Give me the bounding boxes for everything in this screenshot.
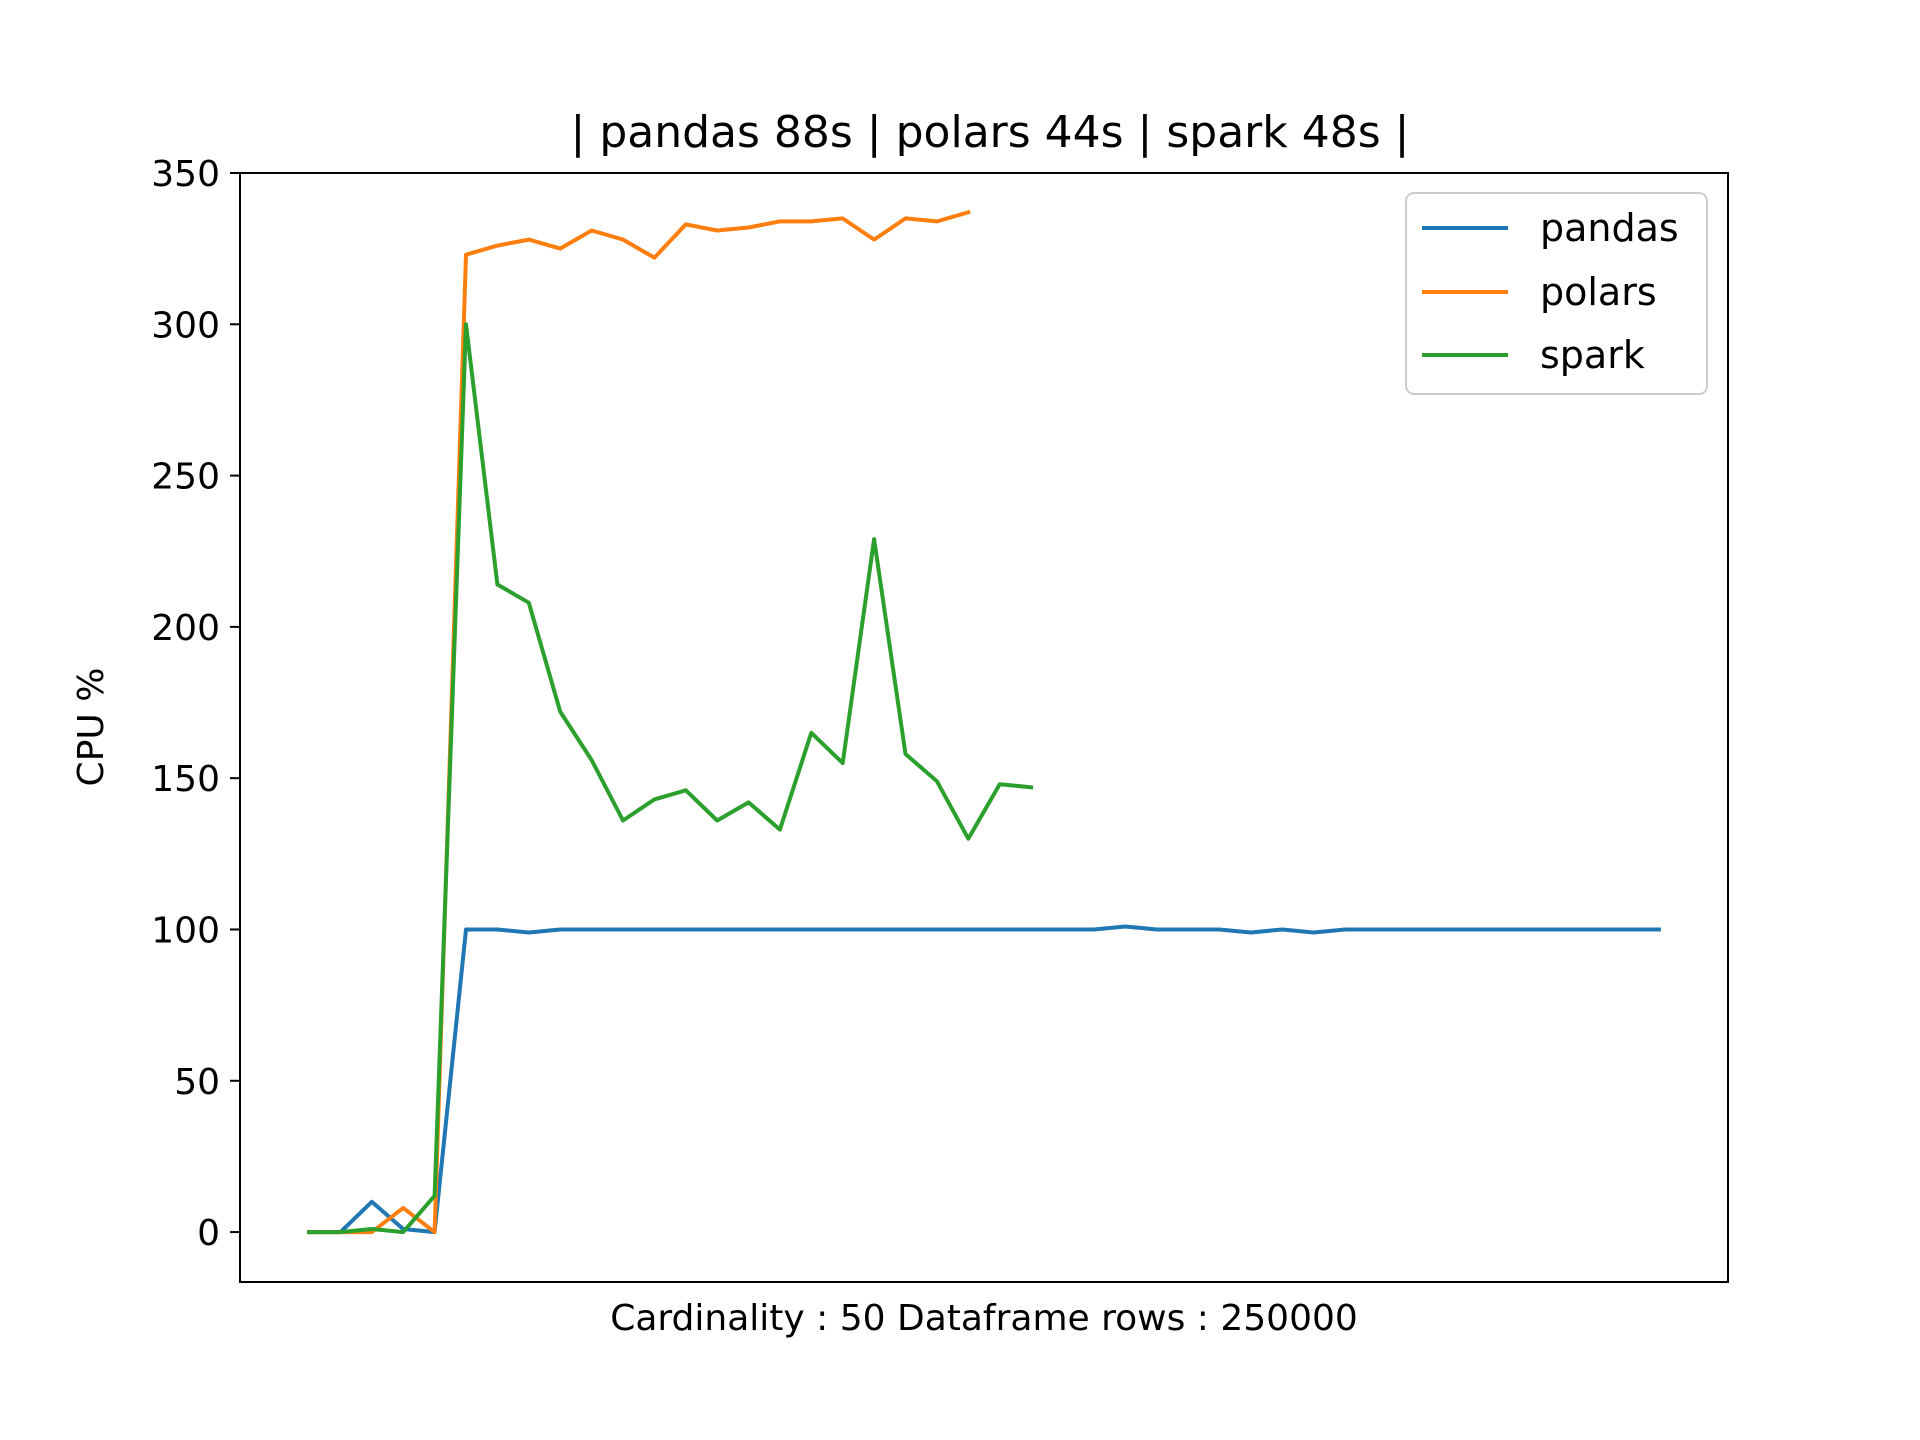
series-line-spark — [307, 322, 1034, 1235]
plot-area — [239, 172, 1729, 1283]
x-axis-label: Cardinality : 50 Dataframe rows : 250000 — [610, 1298, 1358, 1339]
series-layer — [307, 209, 1661, 1235]
legend-label-polars: polars — [1540, 270, 1657, 314]
y-tick-label-50: 50 — [174, 1062, 220, 1103]
y-tick-label-350: 350 — [151, 154, 220, 195]
y-tick-label-250: 250 — [151, 457, 220, 498]
series-line-polars — [307, 209, 971, 1235]
series-line-pandas — [307, 924, 1661, 1235]
y-axis: 0 50 100 150 200 250 300 350 — [151, 154, 240, 1254]
y-tick-label-0: 0 — [197, 1213, 220, 1254]
y-tick-label-300: 300 — [151, 305, 220, 346]
chart-title: | pandas 88s | polars 44s | spark 48s | — [571, 107, 1410, 158]
y-tick-label-100: 100 — [151, 910, 220, 951]
legend-label-pandas: pandas — [1540, 206, 1679, 250]
y-tick-label-150: 150 — [151, 759, 220, 800]
y-tick-label-200: 200 — [151, 608, 220, 649]
legend-box — [1405, 192, 1708, 395]
legend-label-spark: spark — [1540, 333, 1645, 377]
legend: pandas polars spark — [1405, 192, 1708, 395]
plot-frame — [239, 172, 1729, 1283]
y-axis-label: CPU % — [71, 668, 112, 787]
